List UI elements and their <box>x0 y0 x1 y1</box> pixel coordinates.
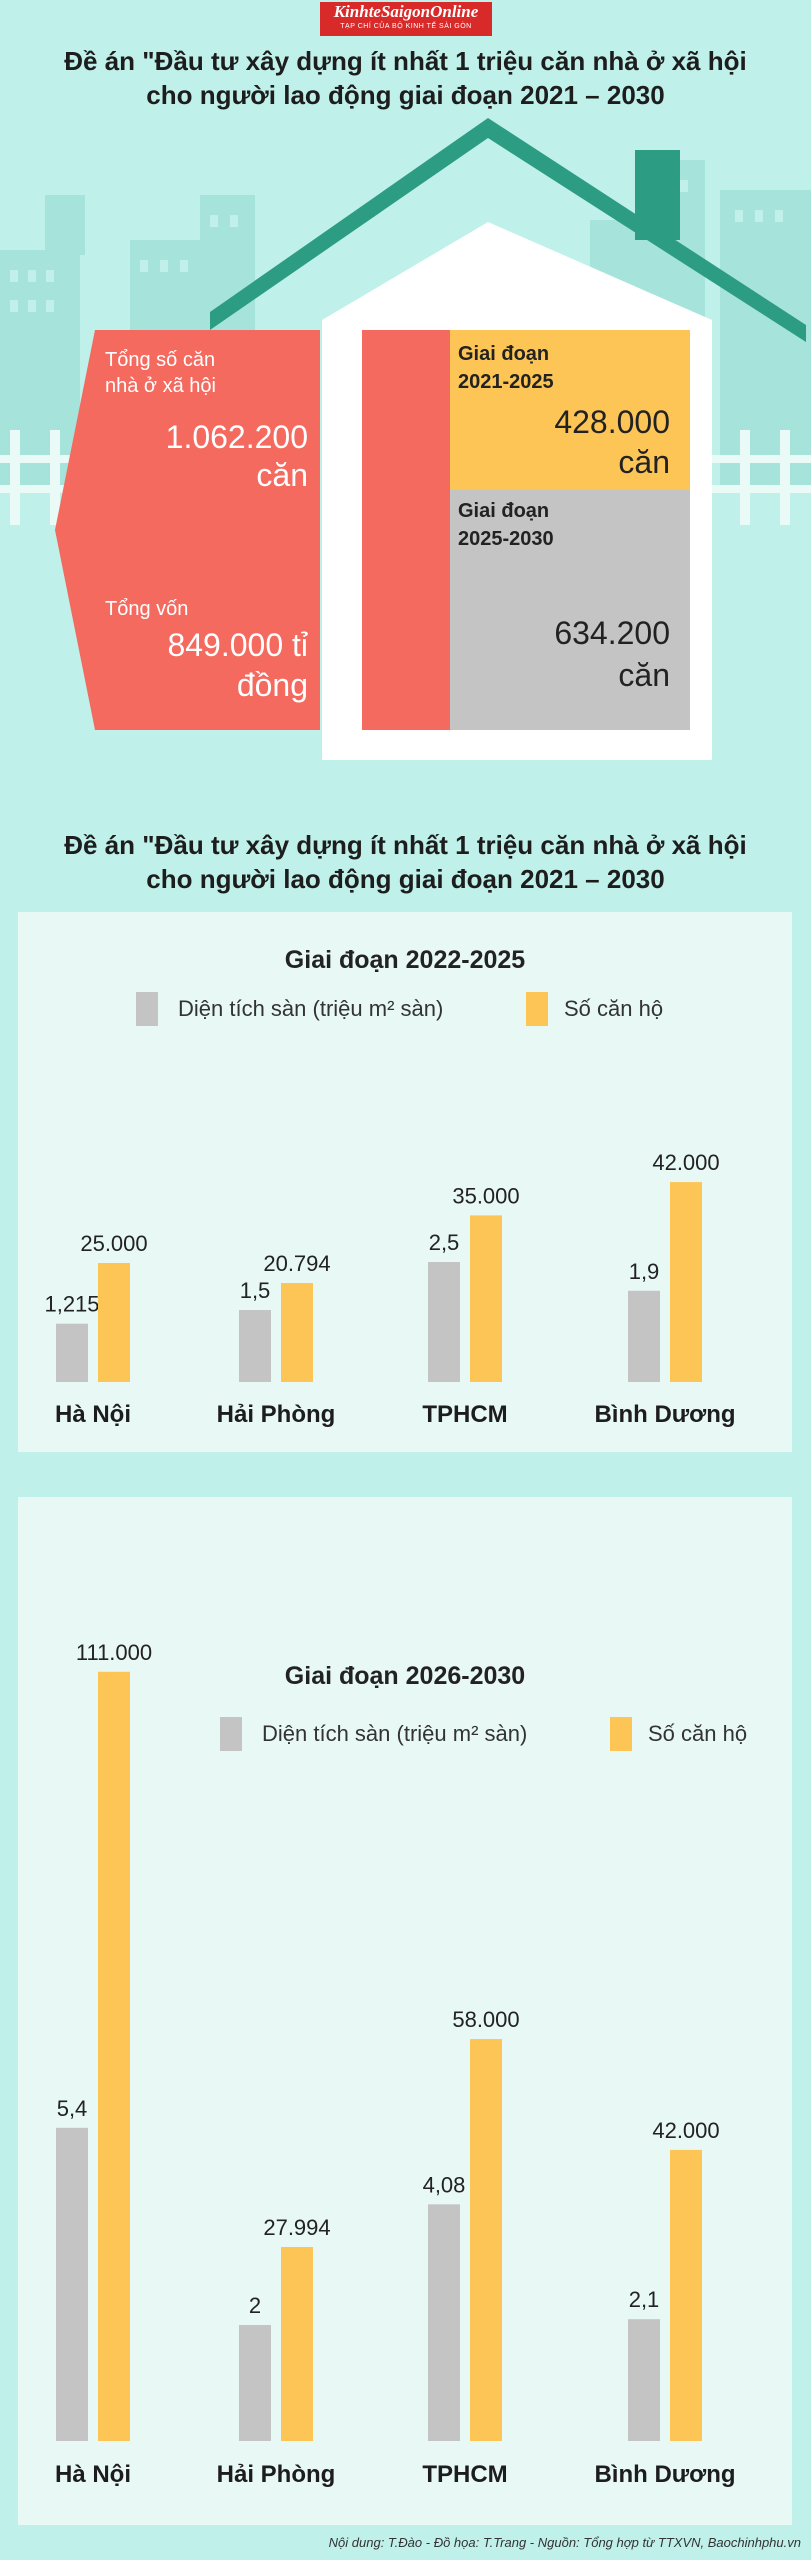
period1-value: 428.000 căn <box>458 402 670 482</box>
total-capital-unit: đồng <box>236 667 308 703</box>
period1-label-line1: Giai đoạn <box>458 343 550 365</box>
period2-label: Giai đoạn 2025-2030 <box>458 497 554 553</box>
period1-label: Giai đoạn 2021-2025 <box>458 340 554 396</box>
label-ha-noi-units: 111.000 <box>76 1640 152 1665</box>
total-homes-label-line2: nhà ở xã hội <box>105 375 216 397</box>
bar-binh-duong-area <box>628 2319 660 2441</box>
skyline-illustration <box>0 118 811 760</box>
category-ha-noi: Hà Nội <box>55 1401 131 1428</box>
label-hai-phong-area: 2 <box>249 2293 261 2318</box>
bar-binh-duong-area <box>628 1290 660 1382</box>
bar-ha-noi-area <box>56 1323 88 1382</box>
bar-binh-duong-units <box>670 2149 702 2441</box>
chart2-title: Giai đoạn 2026-2030 <box>284 1662 526 1690</box>
label-tphcm-area: 2,5 <box>429 1230 460 1255</box>
total-homes-number: 1.062.200 <box>165 419 308 455</box>
label-tphcm-units: 35.000 <box>452 1183 519 1208</box>
label-binh-duong-area: 2,1 <box>629 2287 660 2312</box>
category-ha-noi: Hà Nội <box>55 2461 131 2488</box>
section-title: Đề án "Đầu tư xây dựng ít nhất 1 triệu c… <box>0 828 811 896</box>
category-hai-phong: Hải Phòng <box>217 2461 336 2488</box>
label-binh-duong-units: 42.000 <box>652 1150 719 1175</box>
label-ha-noi-units: 25.000 <box>80 1231 147 1256</box>
chart2-legend-gray-swatch <box>220 1717 242 1751</box>
period2-label-line1: Giai đoạn <box>458 500 550 522</box>
logo-tagline: TẠP CHÍ CỦA BỘ KINH TẾ SÀI GÒN <box>340 23 472 30</box>
category-binh-duong: Bình Dương <box>594 2461 735 2488</box>
period2-unit: căn <box>618 657 670 693</box>
bar-ha-noi-units <box>98 1671 130 2441</box>
bar-ha-noi-area <box>56 2127 88 2441</box>
bar-hai-phong-area <box>239 2325 271 2441</box>
page-title-line2: cho người lao động giai đoạn 2021 – 2030 <box>146 80 665 110</box>
total-capital-label: Tổng vốn <box>105 598 189 620</box>
chart1-legend-yellow-swatch <box>526 992 548 1026</box>
bar-hai-phong-area <box>239 1310 271 1382</box>
period2-number: 634.200 <box>554 615 670 651</box>
bar-ha-noi-units <box>98 1263 130 1382</box>
category-tphcm: TPHCM <box>422 1401 507 1428</box>
label-ha-noi-area: 5,4 <box>57 2096 88 2121</box>
total-homes-unit: căn <box>256 457 308 493</box>
period1-number: 428.000 <box>554 404 670 440</box>
logo-name: KinhteSaigonOnline <box>333 2 479 21</box>
chart2-legend-units: Số căn hộ <box>648 1721 748 1746</box>
total-homes-label-line1: Tổng số căn <box>105 349 216 371</box>
site-logo: KinhteSaigonOnline TẠP CHÍ CỦA BỘ KINH T… <box>320 2 492 36</box>
total-capital-value: 849.000 tỉ đồng <box>100 625 308 705</box>
category-hai-phong: Hải Phòng <box>217 1401 336 1428</box>
page-title: Đề án "Đầu tư xây dựng ít nhất 1 triệu c… <box>0 44 811 112</box>
credits-footer: Nội dung: T.Đào - Đồ họa: T.Trang - Nguồ… <box>328 2535 801 2550</box>
period2-value: 634.200 căn <box>458 612 670 696</box>
label-hai-phong-area: 1,5 <box>240 1278 271 1303</box>
total-homes-value: 1.062.200 căn <box>100 418 308 494</box>
section-title-line1: Đề án "Đầu tư xây dựng ít nhất 1 triệu c… <box>64 830 747 860</box>
period2-label-line2: 2025-2030 <box>458 528 554 550</box>
period1-label-line2: 2021-2025 <box>458 371 554 393</box>
bar-tphcm-area <box>428 1262 460 1382</box>
label-hai-phong-units: 27.994 <box>263 2215 330 2240</box>
label-ha-noi-area: 1,215 <box>44 1292 99 1317</box>
bar-binh-duong-units <box>670 1182 702 1382</box>
chart-card-2026-2030: Giai đoạn 2026-2030 Diện tích sàn (triệu… <box>18 1497 792 2525</box>
chart2-legend-yellow-swatch <box>610 1717 632 1751</box>
section-title-line2: cho người lao động giai đoạn 2021 – 2030 <box>146 864 665 894</box>
chart2-legend-area: Diện tích sàn (triệu m² sàn) <box>262 1721 528 1746</box>
bar-tphcm-units <box>470 2039 502 2441</box>
bar-hai-phong-units <box>281 1283 313 1382</box>
chart-card-2022-2025: Giai đoạn 2022-2025 Diện tích sàn (triệu… <box>18 912 792 1452</box>
bar-tphcm-area <box>428 2204 460 2441</box>
chart2-plot: 5,4 111.000 Hà Nội 2 27.994 Hải Phòng 4,08 58.0… <box>55 1640 736 2488</box>
chart1-legend-gray-swatch <box>136 992 158 1026</box>
category-tphcm: TPHCM <box>422 2461 507 2488</box>
total-capital-number: 849.000 tỉ <box>167 627 308 663</box>
label-binh-duong-area: 1,9 <box>629 1259 660 1284</box>
bar-tphcm-units <box>470 1215 502 1382</box>
chart1-legend-units: Số căn hộ <box>564 996 664 1021</box>
chart1-plot: 1,215 25.000 Hà Nội 1,520.794 Hải Phòng 2,5 35… <box>44 1150 735 1428</box>
label-tphcm-units: 58.000 <box>452 2007 519 2032</box>
chart1-title: Giai đoạn 2022-2025 <box>284 946 526 974</box>
chart1-legend-area: Diện tích sàn (triệu m² sàn) <box>178 996 444 1021</box>
label-binh-duong-units: 42.000 <box>652 2118 719 2143</box>
page-title-line1: Đề án "Đầu tư xây dựng ít nhất 1 triệu c… <box>64 46 747 76</box>
label-hai-phong-units: 20.794 <box>263 1251 330 1276</box>
bar-hai-phong-units <box>281 2247 313 2441</box>
period1-unit: căn <box>618 444 670 480</box>
category-binh-duong: Bình Dương <box>594 1401 735 1428</box>
label-tphcm-area: 4,08 <box>423 2172 466 2197</box>
total-homes-label: Tổng số căn nhà ở xã hội <box>105 347 216 399</box>
